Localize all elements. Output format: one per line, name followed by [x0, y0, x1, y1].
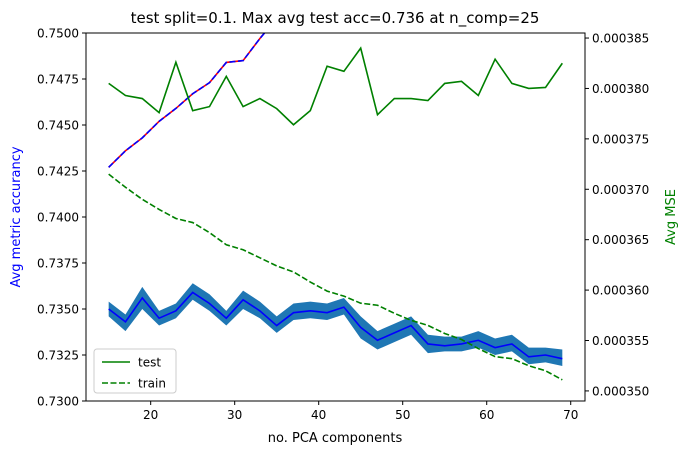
y-left-tick-label: 0.7475: [37, 73, 79, 87]
x-tick-label: 70: [563, 408, 578, 422]
plot-marks: [108, 33, 563, 381]
y-left-tick-label: 0.7325: [37, 349, 79, 363]
legend-label-test: test: [138, 356, 161, 370]
y-right-tick-label: 0.000355: [592, 334, 649, 348]
x-tick-label: 30: [227, 408, 242, 422]
legend: test train: [93, 348, 177, 394]
y-right-tick-label: 0.000385: [592, 32, 649, 46]
chart-title: test split=0.1. Max avg test acc=0.736 a…: [131, 9, 540, 28]
x-tick-label: 50: [395, 408, 410, 422]
y-left-tick-label: 0.7450: [37, 119, 79, 133]
y-axis-label-right: Avg MSE: [664, 189, 679, 245]
y-left-tick-label: 0.7350: [37, 303, 79, 317]
x-axis-label: no. PCA components: [268, 431, 403, 446]
y-right-tick-label: 0.000360: [592, 284, 649, 298]
x-tick-label: 60: [479, 408, 494, 422]
x-tick-label: 40: [311, 408, 326, 422]
legend-label-train: train: [138, 377, 166, 391]
y-right-tick-label: 0.000375: [592, 132, 649, 146]
y-right-tick-label: 0.000380: [592, 82, 649, 96]
y-right-tick-label: 0.000350: [592, 384, 649, 398]
y-left-tick-label: 0.7400: [37, 211, 79, 225]
x-tick-label: 20: [143, 408, 158, 422]
y-left-tick-label: 0.7500: [37, 27, 79, 41]
plot-area: 20 30 40 50 60 70 0.7300 0.7325 0.7350 0.7375 0.74…: [37, 27, 649, 423]
y-left-tick-label: 0.7300: [37, 395, 79, 409]
y-left-tick-label: 0.7375: [37, 257, 79, 271]
y-right-tick-label: 0.000370: [592, 183, 649, 197]
legend-box: [93, 348, 177, 394]
y-right-tick-label: 0.000365: [592, 233, 649, 247]
train-mse-line: [108, 173, 563, 381]
accuracy-line: [108, 291, 563, 360]
y-axis-label-left: Avg metric accurancy: [9, 146, 24, 287]
y-left-tick-label: 0.7425: [37, 165, 79, 179]
test-mse-line: [108, 46, 563, 126]
accuracy-rising-line-blue: [108, 33, 266, 168]
